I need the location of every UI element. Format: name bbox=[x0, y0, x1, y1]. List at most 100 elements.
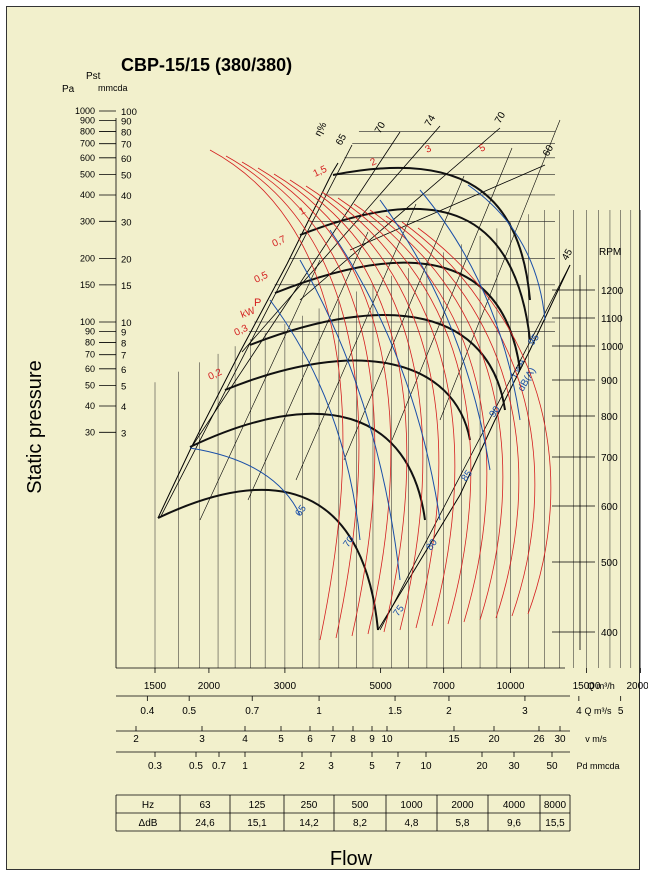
table-db-cell: 15,1 bbox=[247, 818, 267, 829]
pd-tick-label: 7 bbox=[395, 761, 401, 772]
table-hz-cell: 4000 bbox=[503, 800, 526, 811]
pd-tick-label: 2 bbox=[299, 761, 305, 772]
flow-tick-label: 3000 bbox=[274, 681, 297, 692]
v-tick-label: 5 bbox=[278, 734, 284, 745]
efficiency-line bbox=[299, 127, 501, 301]
table-hz-cell: 63 bbox=[199, 800, 211, 811]
efficiency-line bbox=[241, 125, 441, 353]
mmcda-tick-label: 10 bbox=[121, 318, 132, 329]
mmcda-tick-label: 100 bbox=[121, 107, 137, 118]
power-curve bbox=[353, 203, 488, 623]
noise-value: 90 bbox=[487, 404, 503, 420]
v-tick-label: 9 bbox=[369, 734, 375, 745]
power-value: 0,3 bbox=[233, 323, 251, 339]
rpm-tick-label: 400 bbox=[601, 628, 618, 639]
power-value: 5 bbox=[478, 142, 488, 155]
mmcda-tick-label: 8 bbox=[121, 338, 126, 349]
noise-curve bbox=[269, 299, 361, 541]
chart-frame bbox=[6, 6, 640, 870]
noise-curve bbox=[299, 259, 401, 581]
rpm-tick-label: 700 bbox=[601, 453, 618, 464]
efficiency-label: η% bbox=[313, 120, 330, 138]
qs-tick-label: 1 bbox=[316, 706, 322, 717]
mmcda-tick-label: 5 bbox=[121, 382, 126, 393]
efficiency-line bbox=[379, 264, 571, 631]
noise-curve bbox=[189, 447, 301, 516]
v-tick-label: 6 bbox=[307, 734, 313, 745]
qs-tick-label: 0.4 bbox=[140, 706, 154, 717]
power-curve bbox=[257, 167, 392, 635]
qs-tick-label: 0.7 bbox=[245, 706, 259, 717]
power-value: 2 bbox=[369, 156, 379, 169]
pa-tick-label: 50 bbox=[85, 381, 95, 391]
power-curve bbox=[209, 149, 344, 641]
qs-tick-label: 0.5 bbox=[182, 706, 196, 717]
table-hz-cell: 2000 bbox=[451, 800, 474, 811]
pd-tick-label: 50 bbox=[546, 761, 558, 772]
power-value: 1,5 bbox=[312, 164, 330, 180]
rpm-tick-label: 800 bbox=[601, 412, 618, 423]
pd-tick-label: 20 bbox=[476, 761, 488, 772]
mmcda-tick-label: 4 bbox=[121, 402, 126, 413]
rpm-tick-label: 1100 bbox=[601, 314, 623, 325]
system-line bbox=[439, 119, 561, 421]
flow-tick-label: 15000 bbox=[573, 681, 601, 692]
y-unit-pst: Pst bbox=[86, 71, 101, 82]
power-curve bbox=[225, 155, 360, 639]
flow-tick-label: 2000 bbox=[198, 681, 221, 692]
v-tick-label: 4 bbox=[242, 734, 248, 745]
flow-tick-label: 5000 bbox=[369, 681, 392, 692]
power-curve bbox=[337, 197, 472, 625]
mmcda-tick-label: 40 bbox=[121, 191, 132, 202]
noise-value: 65 bbox=[293, 503, 309, 519]
pa-tick-label: 40 bbox=[85, 401, 95, 411]
v-tick-label: 3 bbox=[199, 734, 205, 745]
power-curve bbox=[369, 209, 504, 621]
power-curve bbox=[401, 221, 536, 617]
pa-tick-label: 300 bbox=[80, 216, 95, 226]
y-unit-pa: Pa bbox=[62, 84, 75, 95]
noise-curve bbox=[467, 184, 546, 321]
pa-tick-label: 800 bbox=[80, 126, 95, 136]
flow-tick-label: 1500 bbox=[144, 681, 167, 692]
y-unit-mmcda: mmcda bbox=[98, 83, 128, 93]
rpm-tick-label: 600 bbox=[601, 502, 618, 513]
v-tick-label: 20 bbox=[488, 734, 500, 745]
pa-tick-label: 100 bbox=[80, 317, 95, 327]
table-row-label: Hz bbox=[142, 800, 154, 811]
power-curve bbox=[289, 179, 424, 631]
flow-tick-label: 7000 bbox=[433, 681, 456, 692]
table-hz-cell: 250 bbox=[301, 800, 318, 811]
noise-curve bbox=[419, 189, 521, 421]
power-value: 3 bbox=[424, 143, 434, 156]
envelope-right bbox=[377, 264, 571, 631]
v-tick-label: 8 bbox=[350, 734, 356, 745]
v-tick-label: 2 bbox=[133, 734, 139, 745]
efficiency-line bbox=[159, 144, 353, 519]
efficiency-value: 74 bbox=[423, 113, 438, 129]
noise-value: 75 bbox=[391, 603, 407, 619]
x-axis-title: Flow bbox=[330, 848, 373, 870]
mmcda-tick-label: 15 bbox=[121, 281, 132, 292]
efficiency-value: 65 bbox=[334, 132, 349, 148]
rpm-curve bbox=[224, 359, 471, 441]
table-db-cell: 24,6 bbox=[195, 818, 215, 829]
pd-tick-label: 0.5 bbox=[189, 761, 203, 772]
mmcda-tick-label: 9 bbox=[121, 328, 126, 339]
efficiency-value: 60 bbox=[541, 143, 556, 159]
efficiency-line bbox=[349, 164, 546, 251]
efficiency-value: 45 bbox=[560, 247, 575, 263]
pa-tick-label: 1000 bbox=[75, 106, 95, 116]
power-value: 0,2 bbox=[207, 367, 225, 383]
qs-tick-label: 3 bbox=[522, 706, 528, 717]
pa-tick-label: 500 bbox=[80, 170, 95, 180]
system-line bbox=[343, 175, 465, 461]
rpm-curve bbox=[157, 488, 379, 631]
mmcda-tick-label: 30 bbox=[121, 217, 132, 228]
pa-tick-label: 600 bbox=[80, 153, 95, 163]
table-hz-cell: 1000 bbox=[400, 800, 423, 811]
flow-unit-label: Q m³/h bbox=[587, 681, 615, 691]
power-value: 0,5 bbox=[253, 270, 271, 286]
pd-tick-label: 1 bbox=[242, 761, 248, 772]
